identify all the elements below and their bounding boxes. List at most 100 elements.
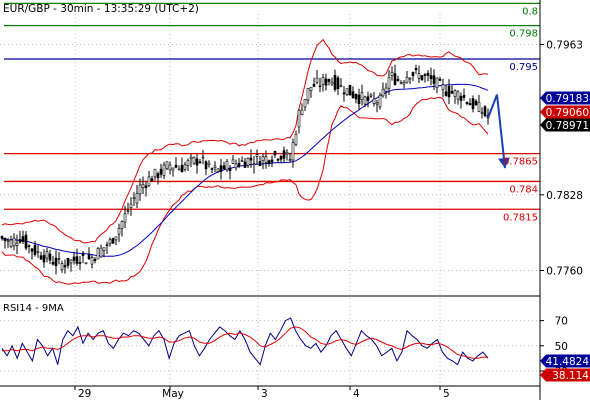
candle-body-76	[228, 167, 232, 172]
candle-body-41	[123, 213, 127, 223]
rsi-value-tag-0-text: 41.4824	[546, 356, 590, 368]
candle-body-115	[345, 88, 349, 95]
candle-body-101	[303, 99, 307, 108]
candle-body-114	[342, 92, 346, 95]
candle-body-141	[423, 74, 427, 76]
candle-body-1	[3, 237, 7, 241]
candle-body-128	[384, 87, 388, 92]
candle-body-30	[90, 257, 94, 265]
candle-body-79	[237, 162, 241, 167]
candle-body-50	[150, 178, 154, 182]
candle-body-123	[369, 94, 373, 97]
candle-body-96	[288, 159, 292, 161]
candle-body-129	[387, 77, 391, 89]
candle-body-139	[417, 73, 421, 79]
candle-body-118	[354, 94, 358, 100]
rsi-value-tag-0-bg	[540, 354, 590, 368]
candle-body-121	[363, 96, 367, 105]
main-ytick-label-0: 0.7963	[546, 40, 583, 52]
candle-body-49	[147, 176, 151, 186]
candle-body-103	[309, 86, 313, 92]
xtick-label-4: 5	[443, 388, 450, 400]
candle-body-93	[279, 155, 283, 160]
candle-body-72	[216, 168, 220, 172]
candle-body-134	[402, 82, 406, 85]
candle-body-52	[156, 173, 160, 179]
candle-body-127	[381, 88, 385, 97]
candle-body-10	[30, 248, 34, 252]
candle-body-61	[183, 164, 187, 170]
candle-body-132	[396, 78, 400, 81]
candle-body-78	[234, 163, 238, 169]
candle-body-67	[201, 156, 205, 159]
candle-body-68	[204, 161, 208, 170]
candle-body-150	[450, 91, 454, 94]
candle-body-75	[225, 160, 229, 171]
candle-body-106	[318, 85, 322, 88]
candle-body-42	[126, 210, 130, 212]
candle-body-158	[474, 100, 478, 106]
candle-body-135	[405, 76, 409, 83]
main-price-tag-1-bg	[540, 105, 590, 119]
candle-body-45	[135, 193, 139, 204]
xtick-label-0: 29	[78, 388, 91, 400]
level-label-5: 0.7815	[503, 212, 538, 223]
candle-body-22	[66, 257, 70, 266]
candle-body-100	[300, 109, 304, 115]
candle-body-83	[249, 157, 253, 161]
candle-body-98	[294, 134, 298, 145]
candle-body-89	[267, 160, 271, 164]
candle-body-130	[390, 72, 394, 76]
candle-body-13	[39, 255, 43, 260]
main-price-tag-0-bg	[540, 91, 590, 105]
candle-body-99	[297, 110, 301, 128]
candle-body-11	[33, 244, 37, 255]
candle-body-33	[99, 247, 103, 258]
candle-body-119	[357, 94, 361, 104]
candle-body-160	[480, 112, 484, 114]
candle-body-58	[174, 164, 178, 168]
bollinger-upper	[1, 38, 489, 244]
candle-body-54	[162, 164, 166, 176]
candle-body-20	[60, 263, 64, 270]
candle-body-153	[459, 95, 463, 101]
x-axis-ticks: 29 May 3 4 5	[74, 386, 450, 400]
candle-body-110	[330, 81, 334, 85]
candle-body-152	[456, 91, 460, 100]
level-label-2: 0.795	[509, 62, 538, 73]
candle-body-92	[276, 158, 280, 161]
candle-body-17	[51, 262, 55, 265]
candle-body-38	[114, 236, 118, 241]
candle-body-62	[186, 160, 190, 166]
price-levels	[4, 2, 540, 210]
candle-body-69	[207, 162, 211, 165]
rsi-ytick-label-1: 50	[555, 341, 568, 353]
candle-body-15	[45, 251, 49, 259]
candle-body-51	[153, 168, 157, 178]
candle-body-35	[105, 244, 109, 246]
candle-body-159	[477, 101, 481, 112]
candle-body-5	[15, 242, 19, 246]
rsi-value-tag-1-text: 38.114	[552, 370, 589, 382]
xtick-label-3: 4	[353, 388, 360, 400]
candle-body-28	[84, 262, 88, 265]
candle-body-104	[312, 83, 316, 87]
candle-body-80	[240, 160, 244, 163]
candle-body-84	[252, 163, 256, 166]
candle-body-56	[168, 164, 172, 171]
main-ytick-label-1: 0.7828	[546, 190, 583, 202]
level-label-1: 0.798	[509, 29, 538, 40]
candle-body-7	[21, 236, 25, 242]
candlesticks	[0, 64, 490, 275]
rsi-ma-line	[2, 326, 488, 359]
candle-body-88	[264, 156, 268, 163]
candle-body-120	[360, 92, 364, 100]
candle-body-59	[177, 168, 181, 171]
candle-body-146	[438, 78, 442, 81]
candle-body-97	[291, 142, 295, 161]
candle-body-151	[453, 90, 457, 97]
candle-body-4	[12, 237, 16, 247]
forecast-path	[487, 94, 506, 169]
candle-body-70	[210, 168, 214, 170]
